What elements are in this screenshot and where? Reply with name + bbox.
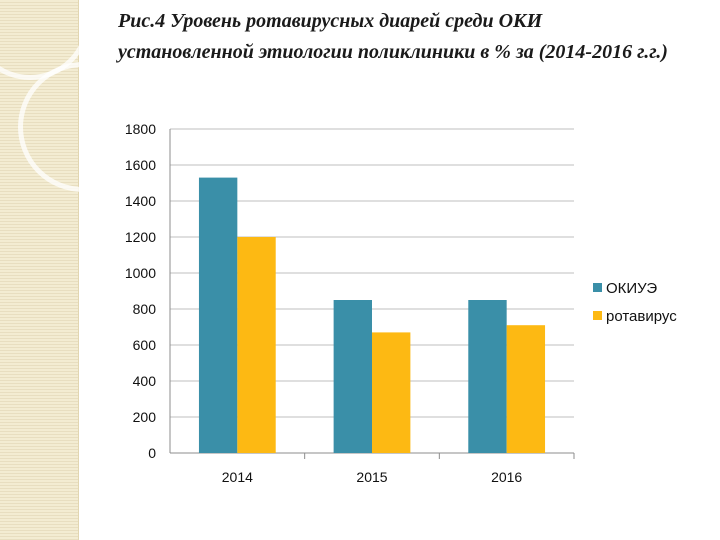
bar: [198, 177, 238, 453]
y-tick-label: 1600: [125, 157, 156, 173]
x-tick-label: 2015: [356, 469, 387, 485]
y-tick-label: 800: [133, 301, 157, 317]
y-tick-label: 1200: [125, 229, 156, 245]
bar: [468, 300, 507, 453]
y-tick-label: 1400: [125, 193, 156, 209]
x-tick-label: 2014: [222, 469, 253, 485]
legend-swatch: [593, 283, 602, 292]
chart-title: Рис.4 Уровень ротавирусных диарей среди …: [118, 10, 668, 63]
bar: [506, 325, 546, 453]
x-tick-label: 2016: [491, 469, 522, 485]
y-tick-label: 600: [133, 337, 157, 353]
bar: [333, 300, 372, 453]
bar: [237, 237, 276, 453]
legend-label: ОКИУЭ: [606, 280, 657, 297]
y-tick-label: 1000: [125, 265, 156, 281]
y-tick-label: 1800: [125, 121, 156, 137]
y-tick-label: 200: [133, 409, 157, 425]
legend-swatch: [593, 311, 602, 320]
decorative-circle: [18, 62, 148, 192]
decorative-side-panel: [0, 0, 148, 540]
legend-label: ротавирус: [606, 308, 677, 325]
y-tick-label: 0: [148, 445, 156, 461]
bar: [372, 332, 411, 453]
y-tick-label: 400: [133, 373, 157, 389]
